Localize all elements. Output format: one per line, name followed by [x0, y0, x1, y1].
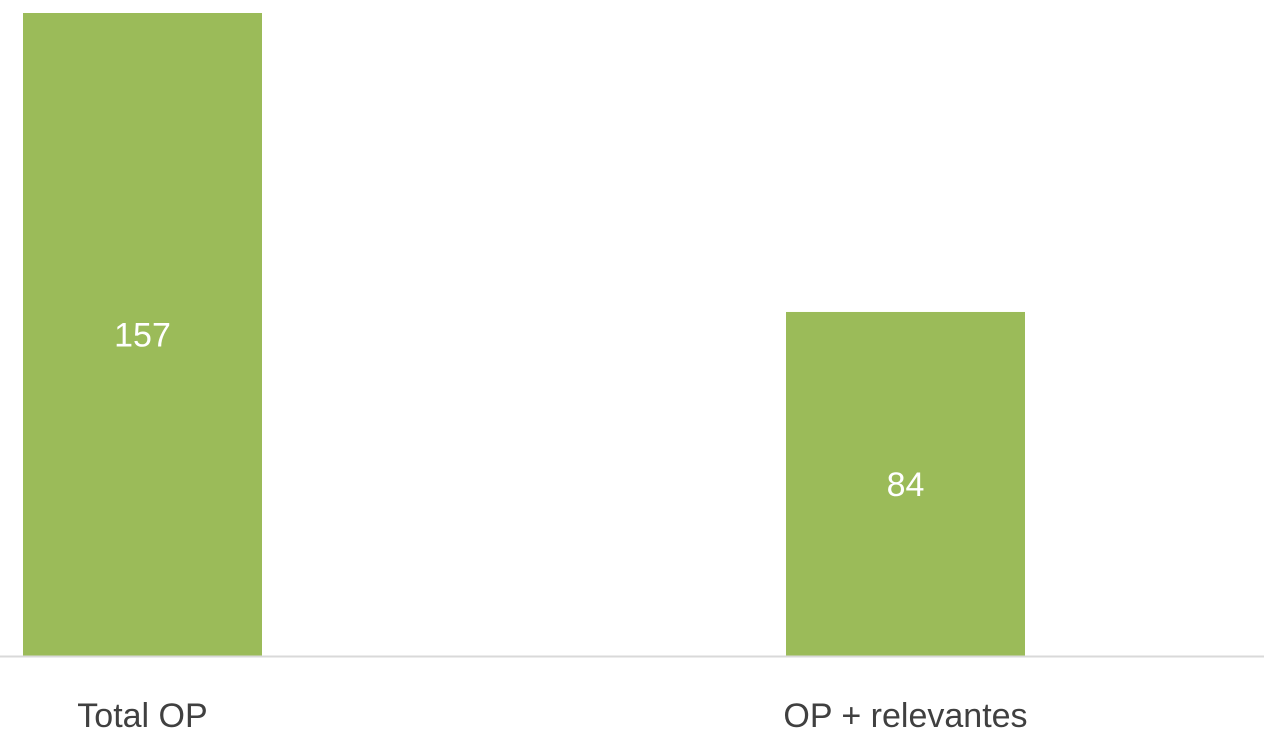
- data-labels-group: 157 84: [114, 317, 924, 504]
- data-label-1: 157: [114, 317, 171, 355]
- bars-group: [23, 13, 1025, 656]
- category-labels-group: Total OP OP + relevantes: [77, 697, 1027, 731]
- bar-2: [786, 311, 1025, 656]
- data-label-2: 84: [887, 466, 925, 504]
- category-label-1: Total OP: [77, 697, 207, 731]
- bar-1: [23, 13, 262, 656]
- category-label-2: OP + relevantes: [783, 697, 1027, 731]
